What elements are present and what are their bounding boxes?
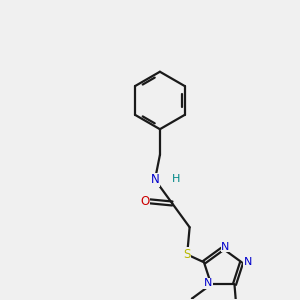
Text: O: O bbox=[140, 194, 149, 208]
Text: N: N bbox=[243, 257, 252, 267]
Text: S: S bbox=[184, 248, 191, 261]
Text: N: N bbox=[204, 278, 212, 288]
Text: N: N bbox=[221, 242, 230, 252]
Text: N: N bbox=[151, 173, 159, 186]
Text: H: H bbox=[172, 174, 180, 184]
